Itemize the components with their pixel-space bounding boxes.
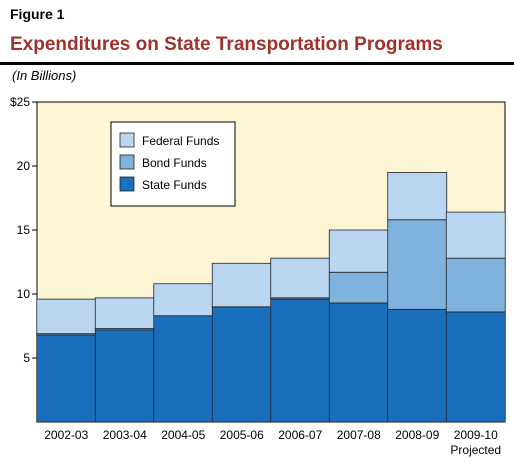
chart-title: Expenditures on State Transportation Pro…: [10, 34, 443, 55]
bar-segment-federal-funds: [36, 298, 97, 335]
x-tick-label: 2009-10: [454, 428, 498, 442]
legend-label: Federal Funds: [142, 134, 219, 148]
x-tick-label: 2005-06: [220, 428, 264, 442]
bar-segment-bond-funds: [445, 257, 506, 313]
x-tick-label: 2007-08: [337, 428, 381, 442]
x-tick-label: 2006-07: [278, 428, 322, 442]
bar-segment-bond-funds: [328, 271, 389, 304]
bar-segment-state-funds: [445, 311, 506, 423]
bar-segment-state-funds: [270, 298, 331, 423]
legend-swatch: [119, 132, 135, 148]
y-tick-label: 15: [17, 223, 31, 237]
bar-segment-federal-funds: [94, 297, 155, 329]
y-tick-label: $25: [10, 95, 30, 109]
bar-segment-federal-funds: [387, 171, 448, 221]
bar-segment-federal-funds: [211, 262, 272, 308]
y-tick-label: 20: [17, 159, 31, 173]
legend-swatch: [119, 176, 135, 192]
bar-segment-state-funds: [94, 329, 155, 423]
legend-label: State Funds: [142, 178, 207, 192]
bar-segment-federal-funds: [445, 211, 506, 259]
x-tick-label: 2008-09: [395, 428, 439, 442]
bar-segment-state-funds: [153, 315, 214, 423]
y-tick-label: 5: [23, 351, 30, 365]
x-tick-label: 2004-05: [161, 428, 205, 442]
bar-segment-bond-funds: [387, 219, 448, 310]
bar-segment-state-funds: [387, 308, 448, 423]
x-tick-label: 2002-03: [44, 428, 88, 442]
legend-label: Bond Funds: [142, 156, 207, 170]
bar-segment-federal-funds: [270, 257, 331, 299]
title-rule: [0, 62, 514, 65]
bar-segment-state-funds: [211, 306, 272, 423]
bar-segment-state-funds: [328, 302, 389, 423]
figure-label: Figure 1: [10, 6, 65, 22]
chart-subtitle: (In Billions): [12, 68, 77, 83]
x-tick-label: 2003-04: [103, 428, 147, 442]
x-tick-sublabel: Projected: [450, 443, 501, 457]
bar-segment-federal-funds: [153, 283, 214, 317]
y-tick-label: 10: [17, 287, 31, 301]
bar-segment-federal-funds: [328, 229, 389, 273]
bar-segment-state-funds: [36, 334, 97, 423]
legend-swatch: [119, 154, 135, 170]
